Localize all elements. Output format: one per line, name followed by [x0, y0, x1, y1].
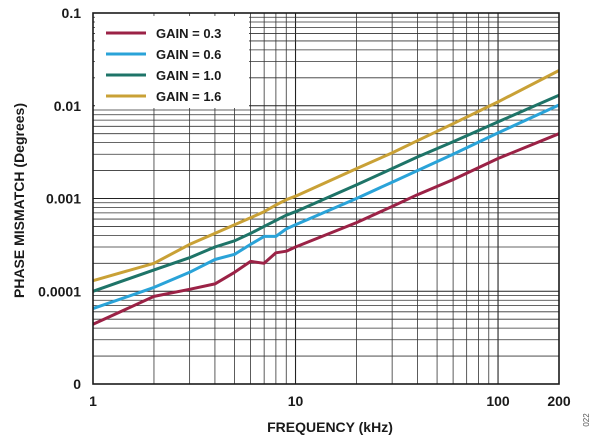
series-line-4: [92, 69, 560, 283]
x-tick-label: 200: [547, 393, 571, 409]
legend-label: GAIN = 0.6: [156, 47, 221, 62]
grid: [93, 13, 559, 384]
series-line-1: [92, 132, 560, 326]
legend-label: GAIN = 0.3: [156, 26, 221, 41]
legend-label: GAIN = 1.6: [156, 89, 221, 104]
x-axis-title: FREQUENCY (kHz): [267, 419, 393, 435]
x-tick-label: 100: [486, 393, 510, 409]
y-tick-labels: 0.1 0.01 0.001 0.0001 0: [38, 5, 81, 392]
series-line-3: [92, 93, 560, 293]
x-tick-label: 10: [288, 393, 304, 409]
legend-box: [95, 16, 249, 108]
y-axis-title: PHASE MISMATCH (Degrees): [11, 103, 27, 298]
series-line-2: [92, 103, 560, 311]
legend: GAIN = 0.3 GAIN = 0.6 GAIN = 1.0 GAIN = 1.6: [95, 16, 249, 108]
y-tick-label: 0.0001: [38, 283, 81, 299]
y-tick-label: 0.001: [46, 191, 81, 207]
y-tick-label: 0.01: [54, 98, 81, 114]
figure-id: 022: [582, 413, 591, 427]
plot-frame: [92, 12, 560, 385]
y-tick-label: 0: [73, 376, 81, 392]
series-lines: [92, 69, 560, 326]
y-tick-label: 0.1: [62, 5, 82, 21]
legend-label: GAIN = 1.0: [156, 68, 221, 83]
x-tick-labels: 1 10 100 200: [89, 393, 571, 409]
x-tick-label: 1: [89, 393, 97, 409]
